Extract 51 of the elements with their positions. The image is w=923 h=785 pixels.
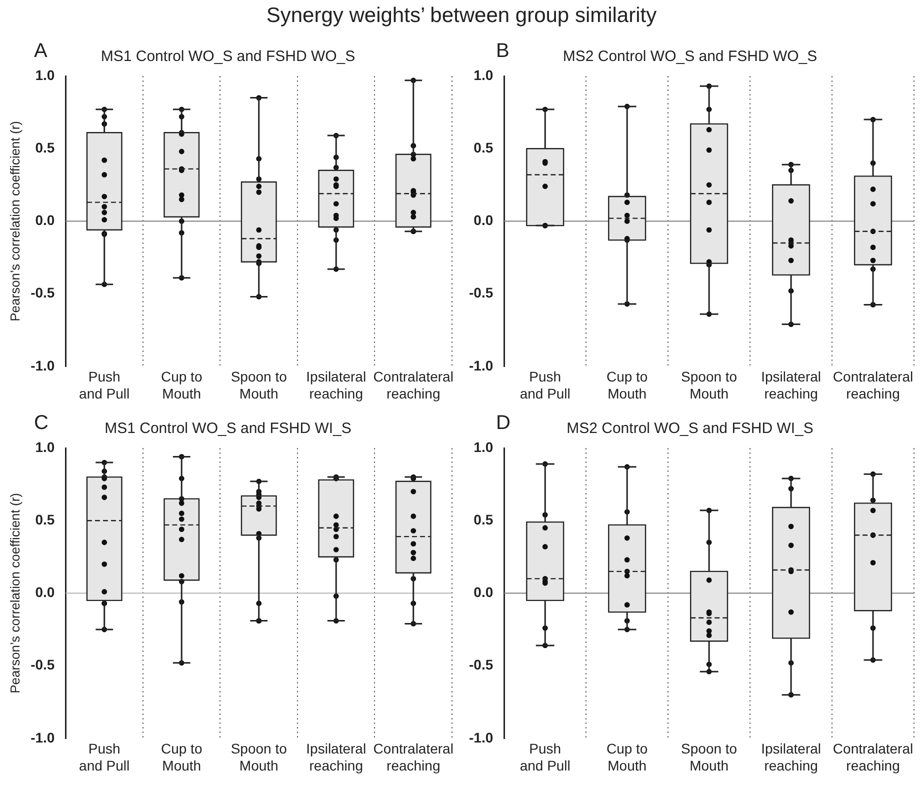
x-tick-label: Cup to Mouth: [606, 368, 648, 402]
y-tick-label: -0.5: [30, 284, 55, 301]
text: D: [496, 412, 510, 435]
x-tick-label: Ipsilateral reaching: [761, 740, 821, 774]
x-tick-label: Spoon to Mouth: [230, 368, 288, 402]
x-tick-label: Spoon to Mouth: [230, 740, 288, 774]
x-tick-label: Cup to Mouth: [160, 368, 202, 402]
x-tick-label: Spoon to Mouth: [681, 368, 738, 402]
y-tick-label: 0.0: [474, 584, 494, 600]
y-tick-label: -0.5: [30, 656, 55, 673]
y-tick-label: -0.5: [469, 656, 494, 673]
y-tick-label: 1.0: [474, 66, 494, 83]
x-tick-label: Contralateral reaching: [832, 740, 914, 774]
y-tick-label: 0.0: [474, 212, 494, 228]
y-tick-label: -1.0: [30, 357, 55, 374]
x-tick-label: Cup to Mouth: [160, 740, 202, 774]
text: B: [496, 40, 510, 63]
x-tick-label: Spoon to Mouth: [681, 740, 738, 774]
x-tick-label: Ipsilateral reaching: [761, 368, 821, 402]
y-tick-label: 0.5: [474, 511, 494, 528]
y-tick-label: 1.0: [35, 66, 55, 83]
chart-title: MS1 Control WO_S and FSHD WO_S: [100, 48, 356, 66]
x-tick-label: Contralateral reaching: [373, 740, 454, 774]
y-axis-title: Pearson’s correlation coefficient (r): [7, 121, 22, 322]
x-tick-label: Push and Pull: [520, 368, 570, 402]
x-tick-label: Push and Pull: [79, 368, 130, 402]
x-tick-label: Contralateral reaching: [373, 368, 454, 402]
x-tick-label: Ipsilateral reaching: [306, 740, 366, 774]
y-tick-label: -1.0: [469, 357, 494, 374]
y-tick-label: 0.5: [35, 511, 55, 528]
text: Synergy weights’ between group similarity: [265, 4, 658, 28]
y-tick-label: 0.5: [35, 139, 55, 156]
y-tick-label: 1.0: [35, 438, 55, 455]
x-tick-label: Cup to Mouth: [606, 740, 648, 774]
y-tick-label: -1.0: [469, 729, 494, 746]
chart-title: MS2 Control WO_S and FSHD WI_S: [566, 420, 814, 438]
y-tick-label: 0.5: [474, 139, 494, 156]
y-tick-label: -1.0: [30, 729, 55, 746]
chart-title: MS1 Control WO_S and FSHD WI_S: [104, 420, 352, 438]
y-tick-label: -0.5: [469, 284, 494, 301]
y-axis-title: Pearson’s correlation coefficient (r): [7, 493, 22, 694]
x-tick-label: Push and Pull: [520, 740, 570, 774]
chart-title: MS2 Control WO_S and FSHD WO_S: [562, 48, 818, 66]
text: C: [34, 412, 48, 435]
text: A: [34, 40, 48, 63]
x-tick-label: Contralateral reaching: [832, 368, 914, 402]
y-tick-label: 0.0: [35, 212, 55, 228]
y-tick-label: 1.0: [474, 438, 494, 455]
x-tick-label: Push and Pull: [79, 740, 130, 774]
x-tick-label: Ipsilateral reaching: [306, 368, 366, 402]
y-tick-label: 0.0: [35, 584, 55, 600]
